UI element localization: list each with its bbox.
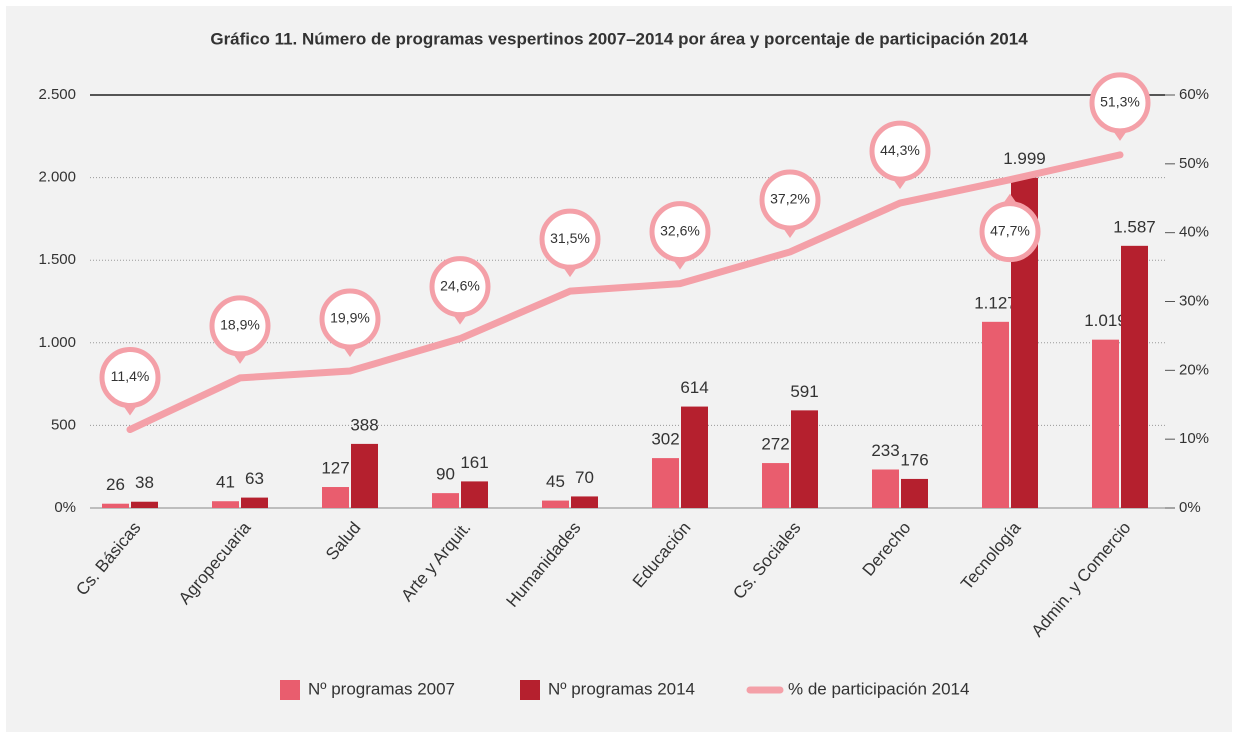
- data-label: 302: [651, 430, 679, 449]
- line: [126, 151, 1124, 434]
- data-label: 41: [216, 473, 235, 492]
- callout-pointer: [673, 259, 687, 270]
- bar: [102, 503, 129, 508]
- bar: [791, 410, 818, 508]
- callout: [429, 256, 491, 318]
- data-label: 31,5%: [550, 230, 590, 246]
- data-label: 38: [135, 473, 154, 492]
- y2-tick-label: 50%: [1179, 155, 1209, 172]
- bar: [131, 501, 158, 508]
- callout: [649, 201, 711, 263]
- data-label: 26: [106, 475, 125, 494]
- legend-swatch: [520, 680, 540, 700]
- callout-pointer: [893, 179, 907, 190]
- callout-pointer: [453, 314, 467, 325]
- data-label: 11,4%: [111, 368, 150, 384]
- data-label: 63: [245, 469, 264, 488]
- data-label: 19,9%: [330, 310, 370, 326]
- bar: [1092, 339, 1119, 508]
- data-label: 272: [761, 435, 789, 454]
- data-label: 176: [900, 450, 928, 469]
- bar: [901, 478, 928, 508]
- callout-pointer: [233, 353, 247, 364]
- y2-tick-label: 40%: [1179, 224, 1209, 241]
- data-label: 1.587: [1113, 217, 1156, 236]
- callout: [759, 169, 821, 231]
- bar: [681, 406, 708, 508]
- data-label: 70: [575, 468, 594, 487]
- y-tick-label: 1.000: [38, 334, 76, 351]
- callout: [209, 295, 271, 357]
- data-label: 1.019: [1084, 311, 1127, 330]
- y2-tick-label: 20%: [1179, 361, 1209, 378]
- legend-label: Nº programas 2007: [308, 679, 455, 698]
- callout-pointer: [1113, 130, 1127, 141]
- data-label: 37,2%: [770, 191, 810, 207]
- callout: [99, 347, 161, 409]
- data-label: 18,9%: [220, 317, 260, 333]
- y2-tick-label: 0%: [1179, 499, 1201, 516]
- data-label: 1.999: [1003, 149, 1046, 168]
- bar: [461, 481, 488, 508]
- bar: [432, 493, 459, 508]
- callout-pointer: [343, 347, 357, 358]
- callout-pointer: [563, 267, 577, 278]
- data-label: 614: [680, 378, 708, 397]
- legend-label: Nº programas 2014: [548, 679, 695, 698]
- y2-tick-label: 30%: [1179, 292, 1209, 309]
- bar: [762, 463, 789, 508]
- y-tick-label: 2.000: [38, 169, 76, 186]
- data-label: 44,3%: [880, 142, 920, 158]
- y-tick-label: 0%: [54, 499, 76, 516]
- callout: [869, 120, 931, 182]
- data-label: 127: [321, 459, 349, 478]
- bar: [872, 469, 899, 508]
- bar: [1121, 245, 1148, 508]
- callout: [1089, 72, 1151, 134]
- bar: [652, 458, 679, 508]
- data-label: 47,7%: [990, 222, 1030, 238]
- data-label: 90: [436, 465, 455, 484]
- y-tick-label: 1.500: [38, 251, 76, 268]
- chart-title: Gráfico 11. Número de programas vesperti…: [210, 29, 1028, 48]
- bar: [322, 487, 349, 508]
- data-label: 45: [546, 472, 565, 491]
- data-label: 51,3%: [1100, 94, 1140, 110]
- bar: [571, 496, 598, 508]
- data-label: 591: [790, 382, 818, 401]
- callout: [979, 201, 1041, 263]
- y2-tick-label: 10%: [1179, 430, 1209, 447]
- data-label: 24,6%: [440, 277, 480, 293]
- data-label: 161: [460, 453, 488, 472]
- y2-tick-label: 60%: [1179, 86, 1209, 103]
- legend-label: % de participación 2014: [788, 679, 969, 698]
- callout-pointer: [123, 405, 137, 416]
- bar: [542, 500, 569, 508]
- data-label: 388: [350, 415, 378, 434]
- y-tick-label: 500: [51, 416, 76, 433]
- bar: [212, 501, 239, 508]
- callout: [539, 208, 601, 270]
- data-label: 1.127: [974, 293, 1017, 312]
- bar: [241, 497, 268, 508]
- legend-swatch: [280, 680, 300, 700]
- y-tick-label: 2.500: [38, 86, 76, 103]
- callout: [319, 288, 381, 350]
- bar: [351, 443, 378, 508]
- callout-pointer: [783, 227, 797, 238]
- callout-pointer: [1003, 193, 1017, 204]
- data-label: 233: [871, 441, 899, 460]
- data-label: 32,6%: [660, 222, 700, 238]
- bar: [982, 321, 1009, 508]
